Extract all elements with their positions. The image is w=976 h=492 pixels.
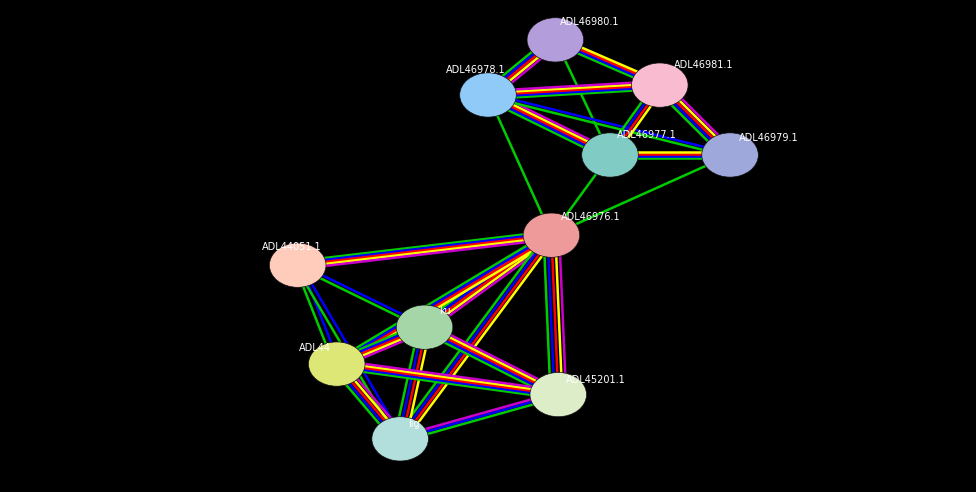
Text: ADL44: ADL44 — [299, 343, 331, 353]
Text: ADL46979.1: ADL46979.1 — [739, 133, 798, 143]
Ellipse shape — [460, 73, 516, 117]
Text: ADL46977.1: ADL46977.1 — [617, 130, 676, 140]
Ellipse shape — [396, 305, 453, 349]
Text: ADL44051.1: ADL44051.1 — [262, 242, 321, 252]
Ellipse shape — [269, 243, 326, 287]
Text: ADL46980.1: ADL46980.1 — [560, 17, 620, 27]
Ellipse shape — [527, 18, 584, 62]
Ellipse shape — [308, 342, 365, 386]
Ellipse shape — [530, 372, 587, 417]
Ellipse shape — [582, 133, 638, 177]
Text: lig: lig — [408, 419, 420, 429]
Ellipse shape — [523, 213, 580, 257]
Ellipse shape — [631, 63, 688, 107]
Text: ADL45201.1: ADL45201.1 — [566, 375, 626, 385]
Ellipse shape — [702, 133, 758, 177]
Ellipse shape — [372, 417, 428, 461]
Text: ADL46978.1: ADL46978.1 — [446, 65, 506, 75]
Text: ADL46981.1: ADL46981.1 — [673, 60, 733, 70]
Text: ku: ku — [439, 306, 451, 316]
Text: ADL46976.1: ADL46976.1 — [561, 213, 621, 222]
